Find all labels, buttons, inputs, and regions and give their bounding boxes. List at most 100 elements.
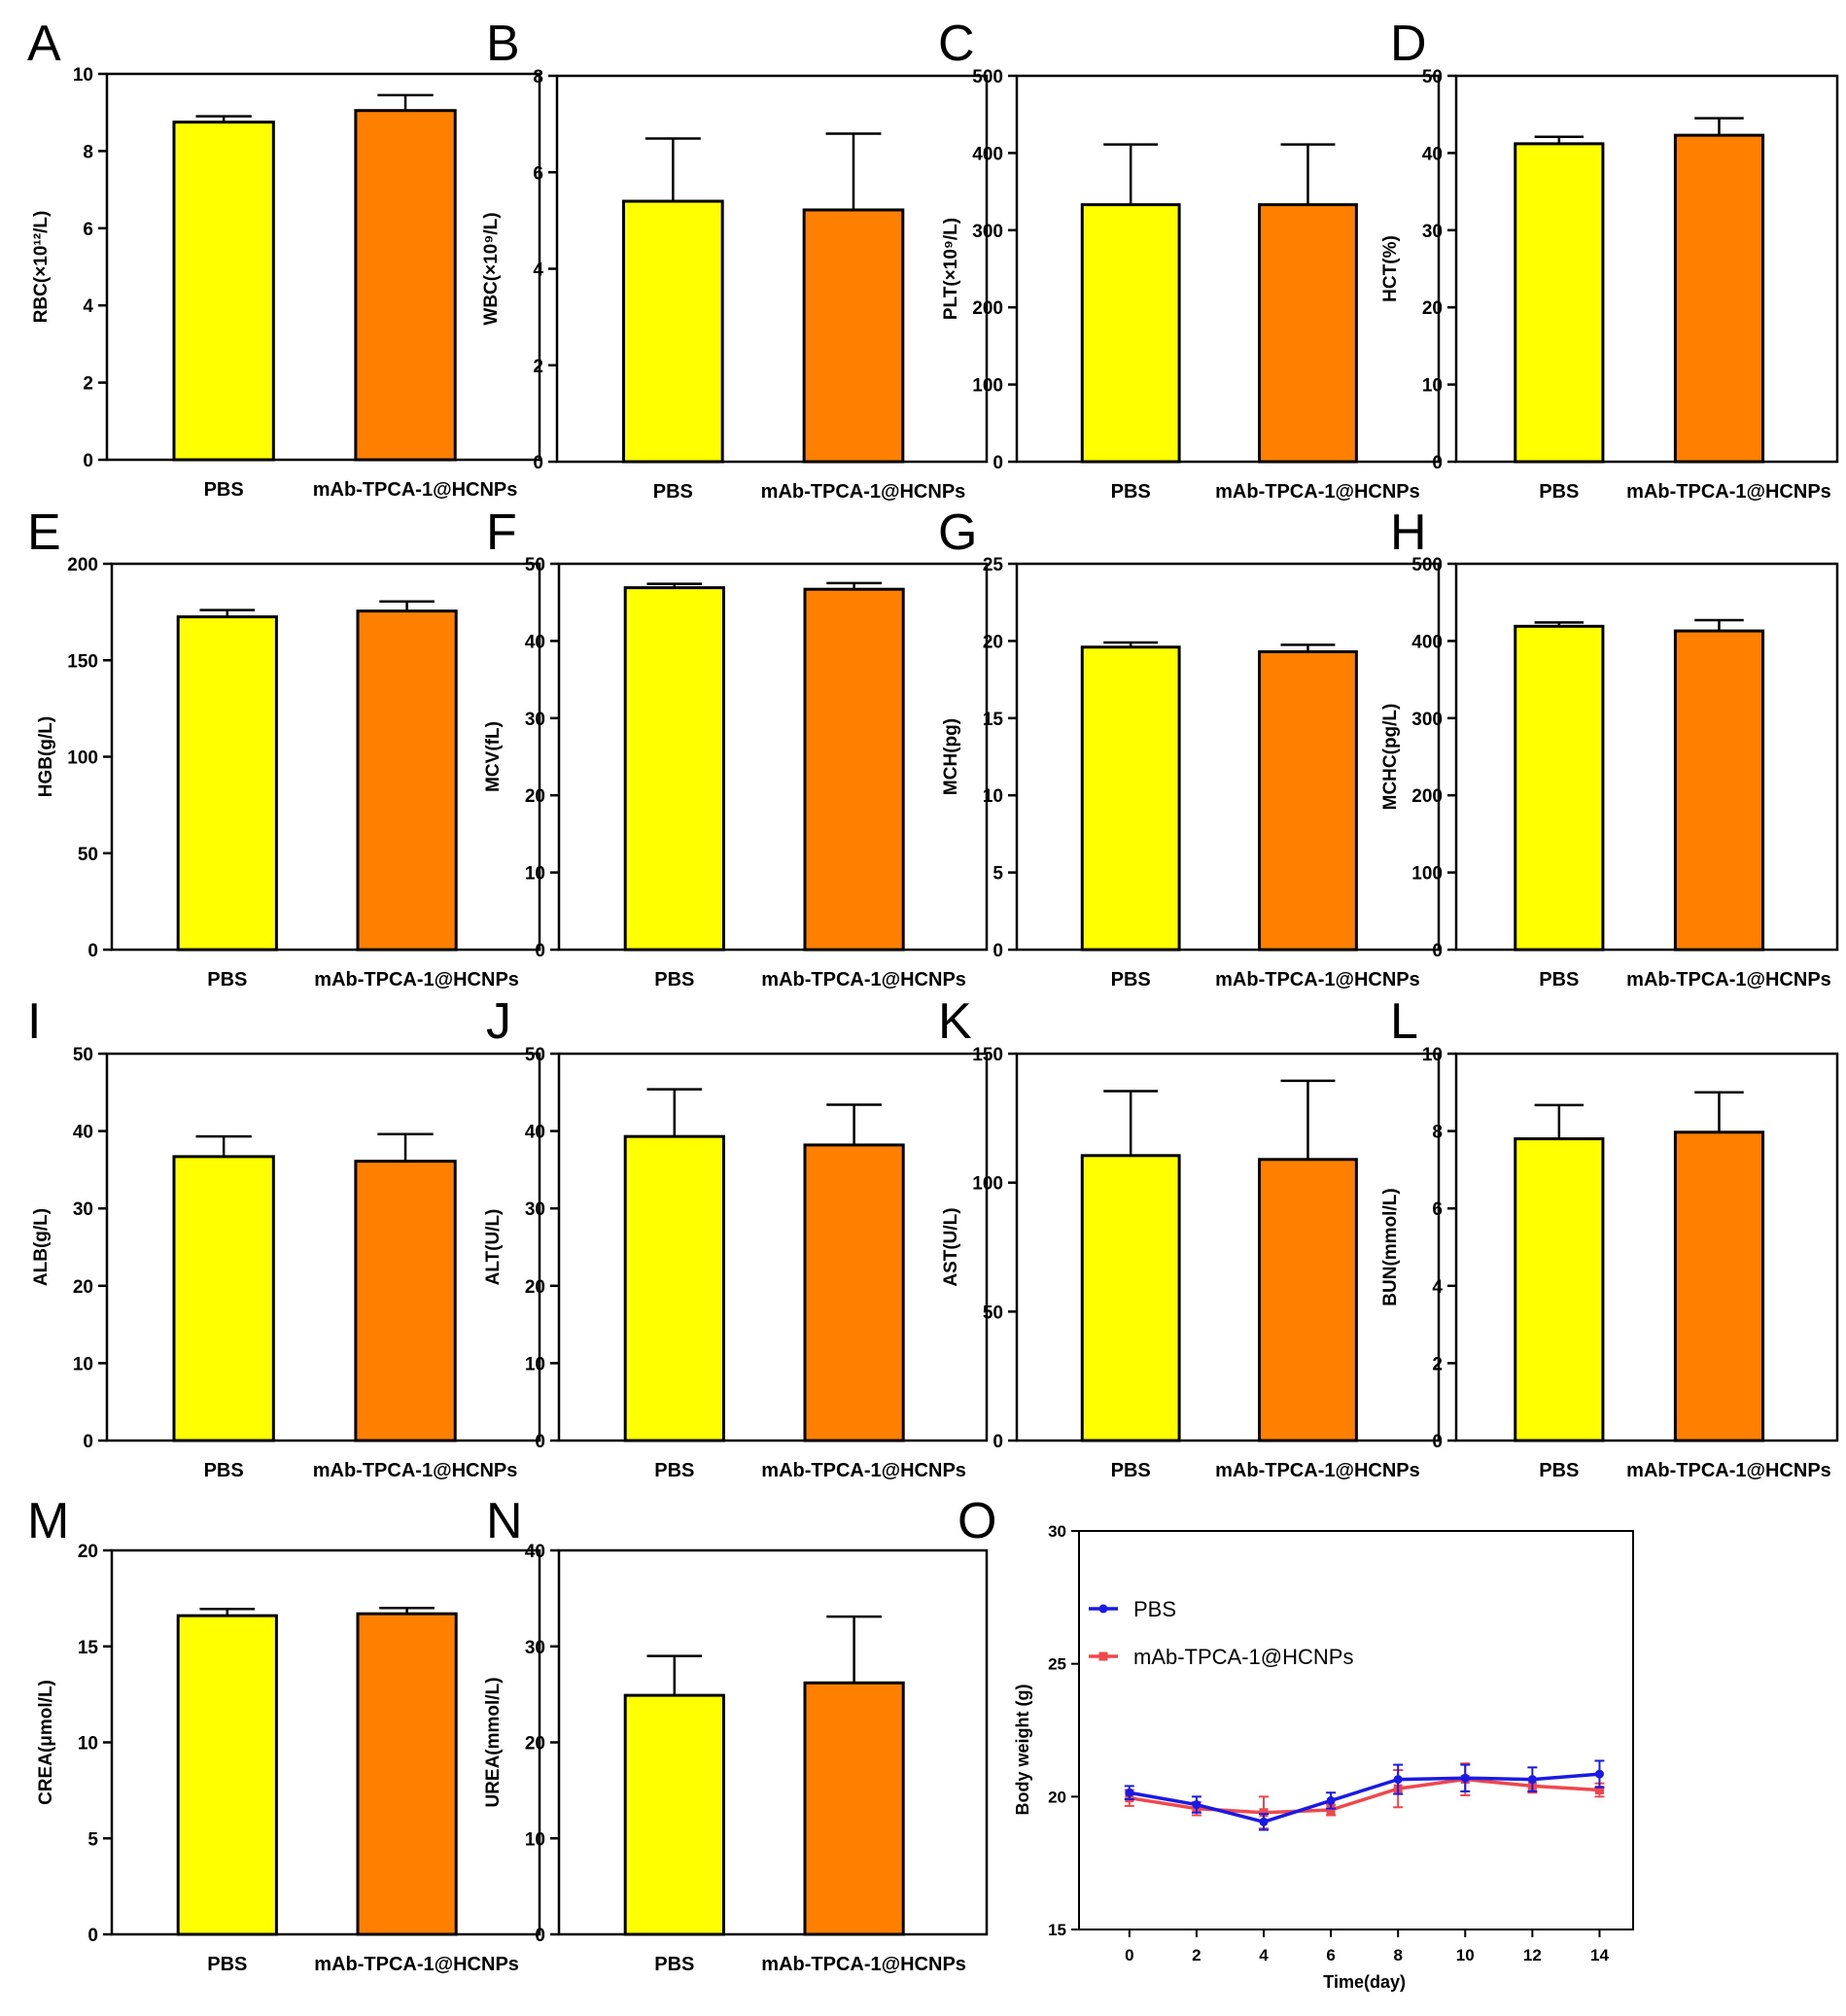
x-category-label: mAb-TPCA-1@HCNPs <box>1626 969 1831 991</box>
x-category-label: mAb-TPCA-1@HCNPs <box>314 1954 519 1975</box>
plot-frame <box>1454 562 1839 952</box>
panel-letter: J <box>486 993 511 1050</box>
data-point <box>1460 1773 1470 1783</box>
data-point <box>1125 1788 1134 1797</box>
bar-treatment <box>1673 629 1765 952</box>
x-category-label: PBS <box>204 479 244 501</box>
bar-treatment <box>1673 133 1765 464</box>
x-category-label: mAb-TPCA-1@HCNPs <box>761 1460 966 1481</box>
bar-pbs <box>172 121 275 462</box>
plot-frame <box>110 562 541 952</box>
y-tick-label: 40 <box>525 632 545 652</box>
series-line <box>1129 1777 1600 1815</box>
y-axis-label: PLT(×10⁹/L) <box>941 218 961 320</box>
y-tick-label: 0 <box>993 941 1003 961</box>
y-tick-label: 150 <box>972 1045 1003 1065</box>
y-tick-label: 15 <box>78 1638 99 1658</box>
y-tick-label: 0 <box>87 941 98 961</box>
x-tick-label: 12 <box>1523 1946 1542 1964</box>
y-tick-label: 8 <box>83 142 93 162</box>
bar-treatment <box>803 1143 905 1442</box>
y-axis-label: RBC(×10¹²/L) <box>31 211 52 324</box>
y-tick-label: 15 <box>983 710 1004 730</box>
y-tick-label: 6 <box>83 220 93 240</box>
y-tick-label: 20 <box>983 632 1003 652</box>
panel-O: O 15 20 25 30 0 2 4 6 8 10 12 14 Time(day) Body weight… <box>958 1493 1634 1992</box>
plot-frame <box>555 74 989 464</box>
x-category-label: mAb-TPCA-1@HCNPs <box>1626 1460 1831 1481</box>
y-axis-label: ALB(g/L) <box>31 1208 52 1286</box>
plot-frame <box>110 1548 541 1936</box>
y-tick-label: 10 <box>525 864 545 885</box>
y-tick-label: 20 <box>1048 1788 1066 1806</box>
y-tick-label: 6 <box>533 163 543 184</box>
data-point <box>1326 1795 1336 1805</box>
y-tick-label: 25 <box>983 555 1004 575</box>
panel-F: F 0 10 20 30 40 50 MCV(fL) PBS mAb-TPCA-1@HCNPs <box>483 504 989 991</box>
y-tick-label: 500 <box>972 67 1003 87</box>
y-tick-label: 300 <box>1411 710 1443 730</box>
panel-letter: N <box>486 1493 523 1549</box>
y-tick-label: 10 <box>1422 1045 1443 1065</box>
y-tick-label: 4 <box>83 296 93 317</box>
x-tick-label: 6 <box>1326 1946 1335 1964</box>
data-point <box>1594 1786 1604 1794</box>
panel-letter: O <box>958 1493 996 1549</box>
panel-J: J 0 10 20 30 40 50 ALT(U/L) PBS mAb-TPCA-1@HCNPs <box>483 993 989 1481</box>
y-tick-label: 0 <box>535 1926 545 1946</box>
x-category-label: PBS <box>1539 481 1579 503</box>
panel-H: H 0 100 200 300 400 500 MCHC(pg/L) PBS mAb-TPCA-1… <box>1380 504 1839 991</box>
panel-B: B 0 2 4 6 8 WBC(×10⁹/L) PBS mAb-TPCA-1@HCNPs <box>481 16 989 503</box>
plot-frame <box>557 1052 989 1442</box>
x-tick-label: 8 <box>1393 1946 1402 1964</box>
legend-marker <box>1098 1651 1108 1661</box>
y-tick-label: 4 <box>1432 1277 1443 1298</box>
y-tick-label: 0 <box>83 1432 93 1452</box>
y-axis-label: MCHC(pg/L) <box>1380 704 1401 811</box>
panel-letter: B <box>486 16 520 72</box>
y-tick-label: 30 <box>1048 1522 1066 1541</box>
bar-treatment <box>1673 1130 1765 1442</box>
y-tick-label: 50 <box>78 845 98 865</box>
y-axis-label: UREA(mmol/L) <box>483 1677 504 1807</box>
y-tick-label: 15 <box>1048 1921 1066 1939</box>
y-tick-label: 50 <box>73 1045 93 1065</box>
panel-G: G 0 5 10 15 20 25 MCH(pg) PBS mAb-TPCA-1@HCNPs <box>938 504 1441 991</box>
x-category-label: PBS <box>1111 481 1151 503</box>
panel-letter: C <box>938 16 975 72</box>
y-tick-label: 0 <box>1432 1432 1443 1452</box>
panel-I: I 0 10 20 30 40 50 ALB(g/L) PBS mAb-TPCA-1@HCNPs <box>27 993 541 1481</box>
bar-treatment <box>356 1612 458 1936</box>
x-category-label: mAb-TPCA-1@HCNPs <box>761 1954 966 1975</box>
x-category-label: mAb-TPCA-1@HCNPs <box>761 969 966 991</box>
y-tick-label: 25 <box>1048 1655 1066 1674</box>
y-axis-label: MCV(fL) <box>483 721 504 792</box>
x-category-label: PBS <box>1111 1460 1151 1481</box>
x-category-label: mAb-TPCA-1@HCNPs <box>1215 969 1420 991</box>
x-category-label: PBS <box>654 1954 694 1975</box>
y-tick-label: 20 <box>1422 298 1443 319</box>
plot-frame <box>557 1548 989 1936</box>
bar-treatment <box>1258 203 1358 464</box>
panel-letter: D <box>1390 16 1427 72</box>
legend: PBS mAb-TPCA-1@HCNPs <box>1089 1597 1353 1669</box>
bar-treatment <box>356 609 458 952</box>
y-tick-label: 50 <box>983 1303 1003 1323</box>
x-category-label: mAb-TPCA-1@HCNPs <box>1626 481 1831 503</box>
x-category-label: PBS <box>654 969 694 991</box>
x-category-label: mAb-TPCA-1@HCNPs <box>1215 1460 1420 1481</box>
bar-pbs <box>1080 1154 1181 1442</box>
bar-pbs <box>1514 624 1605 952</box>
plot-frame <box>1015 1052 1441 1442</box>
x-category-label: mAb-TPCA-1@HCNPs <box>761 481 966 503</box>
panel-letter: M <box>27 1493 69 1549</box>
x-category-label: mAb-TPCA-1@HCNPs <box>314 969 519 991</box>
bar-treatment <box>803 1681 905 1936</box>
bar-pbs <box>623 1693 725 1936</box>
y-tick-label: 6 <box>1432 1199 1443 1220</box>
y-tick-label: 8 <box>1432 1123 1443 1143</box>
series-line <box>1129 1772 1600 1825</box>
y-tick-label: 400 <box>1411 632 1443 652</box>
y-tick-label: 30 <box>1422 222 1443 242</box>
